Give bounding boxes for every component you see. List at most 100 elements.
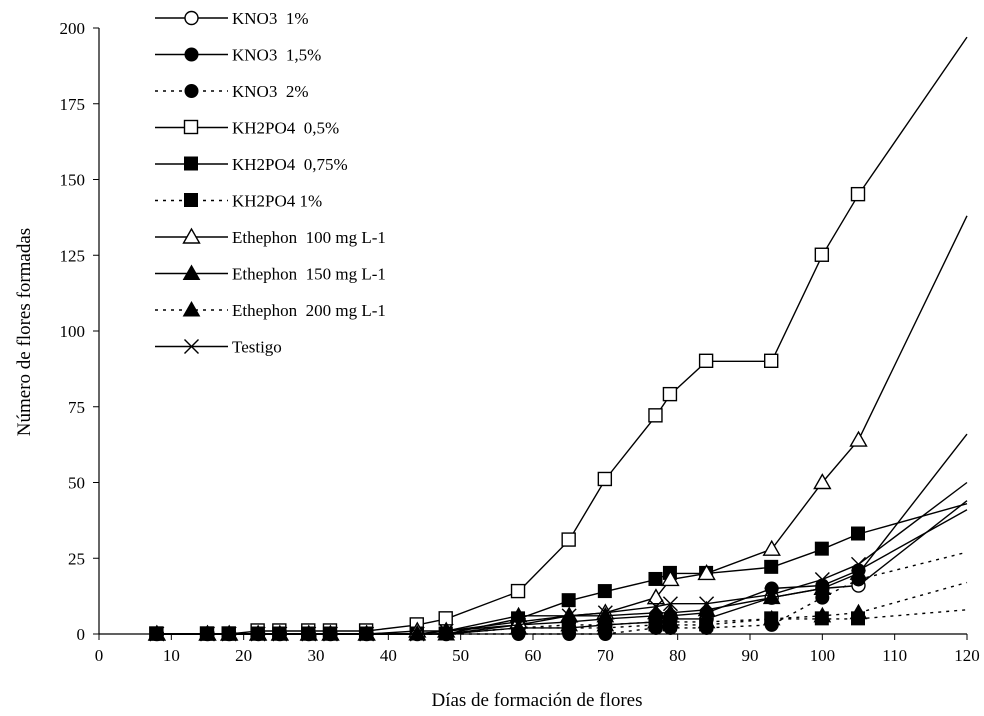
legend-marker <box>184 156 198 171</box>
data-point <box>813 579 832 596</box>
x-tick-label: 110 <box>882 646 907 665</box>
data-point <box>648 408 663 423</box>
legend-label: KNO3 2% <box>232 82 309 101</box>
legend-marker <box>184 84 199 98</box>
data-point <box>661 570 680 587</box>
x-tick-label: 90 <box>742 646 759 665</box>
data-point <box>764 587 780 603</box>
data-point <box>762 539 781 556</box>
data-point <box>850 186 866 202</box>
data-point <box>198 624 217 641</box>
legend-marker <box>184 47 199 62</box>
data-point <box>814 571 830 587</box>
legend-label: KH2PO4 0,75% <box>232 155 348 174</box>
data-point <box>662 386 678 402</box>
data-point <box>762 609 781 626</box>
x-tick-label: 30 <box>308 646 325 665</box>
data-point <box>699 596 715 612</box>
data-point <box>249 624 267 641</box>
data-point <box>560 615 579 632</box>
legend-marker <box>182 300 201 317</box>
legend-entry: Ethephon 200 mg L-1 <box>155 300 386 320</box>
series-trend-line <box>857 215 968 441</box>
x-tick-label: 120 <box>954 646 980 665</box>
data-point <box>148 624 166 641</box>
data-point <box>814 247 830 262</box>
x-tick-label: 40 <box>380 646 397 665</box>
legend-entry: KNO3 1,5% <box>155 46 321 65</box>
y-tick-label: 125 <box>60 246 86 265</box>
series-1 <box>149 509 968 641</box>
data-point <box>561 593 576 608</box>
data-point <box>762 588 781 605</box>
data-point <box>438 623 454 639</box>
series-9 <box>149 481 968 642</box>
data-point <box>648 599 664 615</box>
legend-entry: KNO3 1% <box>155 9 309 28</box>
legend-label: KH2PO4 1% <box>232 192 322 211</box>
data-point <box>299 624 318 641</box>
legend-label: Ethephon 150 mg L-1 <box>232 265 386 284</box>
data-point <box>851 556 866 572</box>
data-point <box>597 471 613 487</box>
data-point <box>697 563 716 581</box>
y-tick-label: 100 <box>60 322 86 341</box>
series-trend-line <box>858 581 968 614</box>
x-tick-label: 60 <box>525 646 542 665</box>
y-tick-label: 75 <box>68 398 85 417</box>
legend-entry: KNO3 2% <box>155 82 309 101</box>
data-point <box>597 584 612 599</box>
data-point <box>849 603 868 620</box>
x-tick-label: 100 <box>810 646 836 665</box>
y-tick-label: 0 <box>77 625 86 644</box>
axes: 0 10 20 30 40 50 60 70 80 90 100 110 120 0 25 50 75 100 12… <box>60 19 980 665</box>
data-point <box>597 605 613 621</box>
legend-entry: KH2PO4 0,5% <box>155 119 339 138</box>
x-tick-label: 10 <box>163 646 180 665</box>
data-point <box>437 624 456 641</box>
legend-label: KNO3 1,5% <box>232 46 321 65</box>
legend: KNO3 1% KNO3 1,5% KNO3 2% KH2PO4 0,5% KH2PO4… <box>155 9 386 357</box>
x-tick-label: 50 <box>452 646 469 665</box>
legend-entry: Ethephon 100 mg L-1 <box>155 227 386 247</box>
data-point <box>851 526 865 541</box>
data-point <box>511 617 527 633</box>
legend-label: KNO3 1% <box>232 9 309 28</box>
data-point <box>648 571 663 586</box>
data-point <box>647 612 665 629</box>
data-point <box>849 564 868 580</box>
x-tick-label: 80 <box>669 646 686 665</box>
series-trend-line <box>858 481 968 565</box>
y-axis-title: Número de flores formadas <box>14 228 35 436</box>
legend-marker <box>183 119 199 135</box>
legend-entry: Testigo <box>155 338 282 357</box>
data-point <box>596 615 615 632</box>
legend-marker <box>184 339 199 354</box>
data-point <box>321 624 340 641</box>
y-tick-label: 150 <box>60 171 86 190</box>
data-point <box>220 624 239 641</box>
series-trend-line <box>858 503 968 535</box>
x-tick-label: 0 <box>95 646 104 665</box>
data-point <box>357 624 376 641</box>
data-point <box>561 608 577 624</box>
y-tick-label: 50 <box>68 474 85 493</box>
data-point <box>561 532 576 547</box>
data-point <box>813 606 832 623</box>
y-tick-label: 25 <box>68 549 85 568</box>
data-point <box>661 612 680 629</box>
x-tick-label: 70 <box>597 646 614 665</box>
data-point <box>698 353 714 368</box>
series-line <box>156 439 860 635</box>
y-tick-label: 175 <box>60 95 86 114</box>
data-point <box>270 624 289 641</box>
legend-label: Ethephon 100 mg L-1 <box>232 228 386 247</box>
data-point <box>813 473 832 490</box>
data-point <box>697 612 716 629</box>
x-axis-title: Días de formación de flores <box>431 690 642 711</box>
data-point <box>764 353 779 368</box>
series-trend-line <box>858 551 968 581</box>
data-point <box>764 559 779 574</box>
data-point <box>646 588 666 605</box>
